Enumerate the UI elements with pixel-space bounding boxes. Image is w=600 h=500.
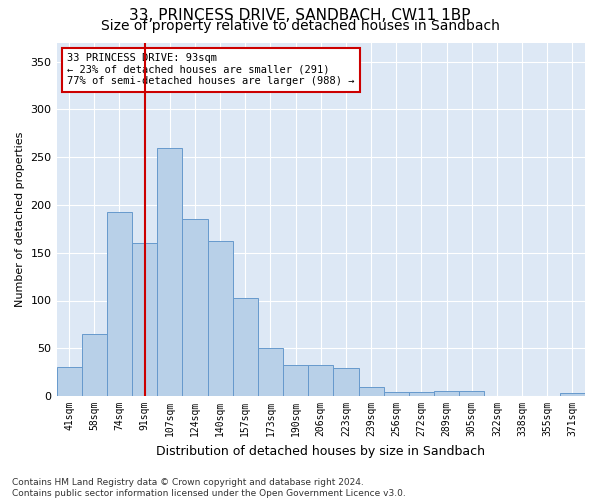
- Bar: [208, 242, 233, 396]
- Bar: [308, 364, 334, 396]
- Bar: [82, 334, 107, 396]
- Bar: [409, 392, 434, 396]
- Bar: [157, 148, 182, 396]
- Text: Size of property relative to detached houses in Sandbach: Size of property relative to detached ho…: [101, 19, 499, 33]
- Bar: [182, 220, 208, 396]
- Bar: [233, 298, 258, 396]
- X-axis label: Distribution of detached houses by size in Sandbach: Distribution of detached houses by size …: [156, 444, 485, 458]
- Bar: [132, 243, 157, 396]
- Bar: [56, 368, 82, 396]
- Bar: [334, 368, 359, 396]
- Bar: [459, 392, 484, 396]
- Bar: [283, 364, 308, 396]
- Bar: [107, 212, 132, 396]
- Text: Contains HM Land Registry data © Crown copyright and database right 2024.
Contai: Contains HM Land Registry data © Crown c…: [12, 478, 406, 498]
- Text: 33 PRINCESS DRIVE: 93sqm
← 23% of detached houses are smaller (291)
77% of semi-: 33 PRINCESS DRIVE: 93sqm ← 23% of detach…: [67, 53, 355, 86]
- Bar: [258, 348, 283, 396]
- Text: 33, PRINCESS DRIVE, SANDBACH, CW11 1BP: 33, PRINCESS DRIVE, SANDBACH, CW11 1BP: [129, 8, 471, 22]
- Bar: [560, 393, 585, 396]
- Bar: [434, 392, 459, 396]
- Y-axis label: Number of detached properties: Number of detached properties: [15, 132, 25, 307]
- Bar: [383, 392, 409, 396]
- Bar: [359, 386, 383, 396]
